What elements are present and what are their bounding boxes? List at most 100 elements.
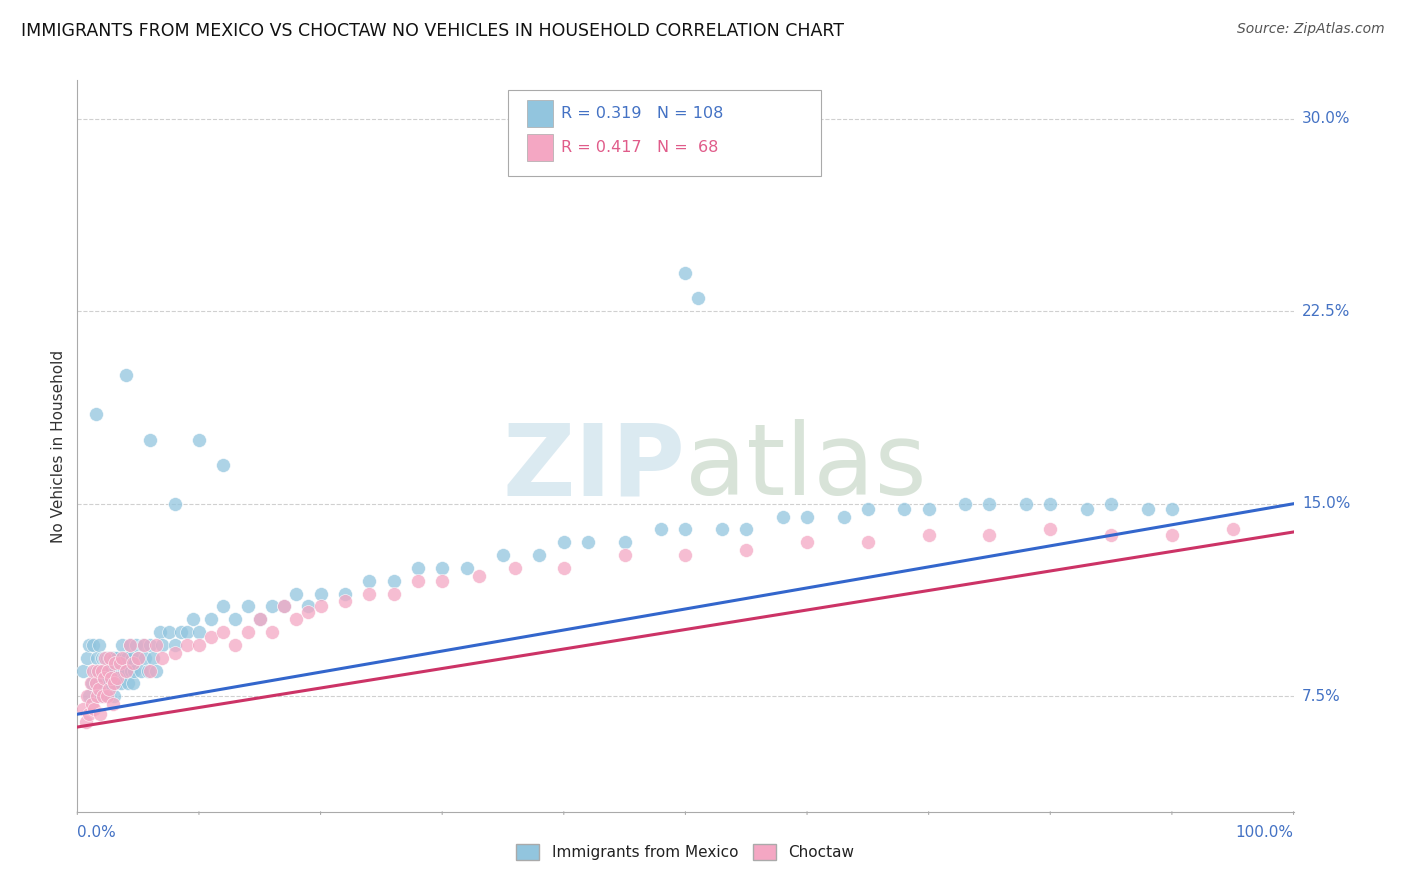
Point	[212, 599, 235, 614]
Point	[114, 650, 136, 665]
Point	[121, 650, 143, 665]
Point	[111, 638, 134, 652]
Point	[260, 625, 283, 640]
Point	[94, 650, 117, 665]
Point	[134, 638, 156, 652]
Point	[134, 650, 156, 665]
Point	[145, 664, 167, 678]
Point	[107, 671, 129, 685]
Point	[650, 523, 672, 537]
Text: Source: ZipAtlas.com: Source: ZipAtlas.com	[1237, 22, 1385, 37]
Point	[139, 433, 162, 447]
Point	[163, 646, 186, 660]
Point	[132, 638, 155, 652]
Point	[1039, 523, 1062, 537]
Point	[118, 638, 141, 652]
Point	[101, 697, 124, 711]
Point	[236, 625, 259, 640]
Point	[200, 612, 222, 626]
Point	[89, 638, 111, 652]
Point	[97, 650, 120, 665]
Point	[236, 599, 259, 614]
Point	[188, 638, 211, 652]
Point	[359, 586, 381, 600]
Point	[529, 548, 551, 562]
Point	[96, 690, 118, 704]
Point	[856, 535, 879, 549]
Point	[333, 594, 356, 608]
Point	[1161, 527, 1184, 541]
Point	[1161, 501, 1184, 516]
Point	[96, 650, 118, 665]
Point	[82, 664, 104, 678]
Point	[406, 561, 429, 575]
Text: R = 0.319   N = 108: R = 0.319 N = 108	[561, 106, 723, 120]
Point	[188, 625, 211, 640]
Point	[104, 664, 127, 678]
Point	[120, 664, 142, 678]
Point	[97, 664, 120, 678]
Point	[84, 676, 107, 690]
Point	[1099, 527, 1122, 541]
Point	[79, 638, 101, 652]
Point	[97, 664, 120, 678]
Point	[710, 523, 733, 537]
Point	[1015, 497, 1038, 511]
Point	[249, 612, 271, 626]
Point	[1136, 501, 1159, 516]
Point	[87, 664, 110, 678]
Point	[80, 676, 103, 690]
Point	[97, 681, 120, 696]
Point	[82, 638, 104, 652]
Point	[430, 574, 453, 588]
Point	[115, 368, 138, 383]
Point	[686, 292, 709, 306]
Text: 100.0%: 100.0%	[1236, 825, 1294, 839]
Point	[176, 638, 198, 652]
Point	[98, 676, 121, 690]
Point	[117, 676, 139, 690]
Point	[832, 509, 855, 524]
Point	[200, 630, 222, 644]
Point	[675, 266, 697, 280]
Point	[260, 599, 283, 614]
Text: 7.5%: 7.5%	[1302, 689, 1340, 704]
Text: IMMIGRANTS FROM MEXICO VS CHOCTAW NO VEHICLES IN HOUSEHOLD CORRELATION CHART: IMMIGRANTS FROM MEXICO VS CHOCTAW NO VEH…	[21, 22, 844, 40]
Point	[103, 676, 125, 690]
Text: 30.0%: 30.0%	[1302, 112, 1350, 127]
Point	[100, 664, 122, 678]
Point	[918, 527, 941, 541]
Point	[89, 681, 111, 696]
Point	[90, 676, 112, 690]
Point	[86, 650, 108, 665]
Point	[122, 656, 145, 670]
Point	[87, 664, 110, 678]
Point	[89, 690, 111, 704]
Point	[104, 656, 127, 670]
Point	[333, 586, 356, 600]
Text: 22.5%: 22.5%	[1302, 304, 1350, 318]
Point	[91, 664, 114, 678]
Point	[93, 676, 115, 690]
Text: 15.0%: 15.0%	[1302, 496, 1350, 511]
Point	[72, 702, 94, 716]
Point	[953, 497, 976, 511]
Point	[124, 664, 146, 678]
Point	[86, 690, 108, 704]
Point	[273, 599, 295, 614]
Point	[115, 650, 138, 665]
Point	[72, 664, 94, 678]
Point	[80, 676, 103, 690]
Point	[90, 650, 112, 665]
Point	[1222, 523, 1244, 537]
Point	[76, 650, 98, 665]
Point	[1099, 497, 1122, 511]
Point	[108, 656, 131, 670]
Point	[108, 664, 131, 678]
Point	[163, 497, 186, 511]
Point	[772, 509, 794, 524]
Point	[84, 407, 107, 421]
Point	[139, 638, 162, 652]
Point	[83, 702, 105, 716]
Point	[285, 586, 308, 600]
